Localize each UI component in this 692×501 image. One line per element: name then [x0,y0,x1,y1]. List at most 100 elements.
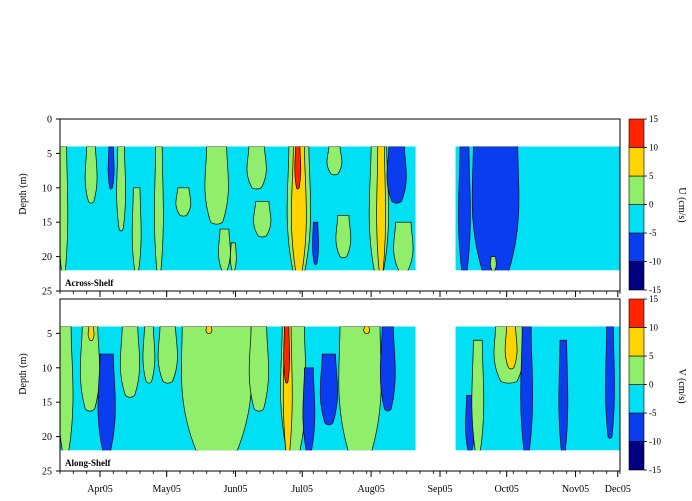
colorbar-tick-label: -10 [649,257,661,267]
contour-region [119,326,141,398]
across-shelf-colorbar-label: U (cm/s) [676,187,687,222]
colorbar-swatch [628,175,645,205]
across-shelf-ylabel: Depth (m) [18,173,29,214]
contour-region [131,187,142,271]
contour-region [558,339,569,451]
x-tick-label: Jul05 [291,484,313,495]
contour-region [116,146,126,232]
contour-region [471,339,485,451]
across-shelf-y-axis: 0 5 10 15 20 25 [42,115,60,298]
contour-region [338,326,382,451]
colorbar-tick-label: 15 [649,114,659,124]
colorbar-swatch [628,261,645,291]
x-tick-label: Dec05 [605,484,631,495]
along-shelf-panel: 5 10 15 20 25 Apr05 May05 Jun05 Jul05 Aug05 Sep05… [18,294,687,495]
colorbar-swatch [628,232,645,262]
contour-region [205,326,213,334]
contour-region [248,326,269,412]
contour-region [181,326,253,451]
colorbar-swatch [628,327,645,357]
along-shelf-ylabel: Depth (m) [18,353,29,394]
across-shelf-title: Across-Shelf [65,278,114,288]
y-tick-label: 15 [42,398,52,409]
contour-region [326,146,343,176]
contour-region [253,201,272,238]
contour-region [379,326,396,412]
contour-region [376,146,386,271]
contour-region [458,146,471,271]
contour-region [97,353,116,451]
contour-region [84,146,98,204]
contour-region [230,242,237,271]
contour-region [393,221,414,271]
contour-region [335,214,352,259]
colorbar-swatch [628,298,645,328]
y-tick-label: 25 [42,467,52,478]
across-shelf-x-axis [59,291,621,297]
contour-region [605,326,615,439]
colorbar-tick-label: 15 [649,294,659,304]
across-shelf-panel: 0 5 10 15 20 25 15 10 5 0 -5 -10 -15 Depth (m) Acro… [18,114,687,298]
contour-region [302,367,316,451]
contour-region [294,146,302,190]
y-tick-label: 20 [42,252,52,263]
colorbar-tick-label: 10 [649,323,659,333]
colorbar-swatch [628,384,645,414]
y-tick-label: 20 [42,432,52,443]
colorbar-tick-label: -10 [649,437,661,447]
x-tick-label: Aug05 [357,484,384,495]
y-tick-label: 25 [42,287,52,298]
x-tick-label: Nov05 [562,484,589,495]
colorbar-swatch [628,118,645,148]
contour-region [60,146,69,271]
x-tick-label: Sep05 [428,484,453,495]
colorbar-tick-label: 5 [649,171,654,181]
contour-region [107,146,115,190]
y-tick-label: 0 [47,115,52,126]
contour-region [319,353,338,426]
contour-region [204,146,229,225]
across-shelf-colorbar: 15 10 5 0 -5 -10 -15 [628,114,661,295]
contour-region [154,146,164,271]
along-shelf-x-axis: Apr05 May05 Jun05 Jul05 Aug05 Sep05 Oct05 Nov05… [59,471,631,495]
x-tick-label: Oct05 [494,484,518,495]
contour-region [87,326,95,342]
colorbar-swatch [628,355,645,385]
x-tick-label: May05 [152,484,180,495]
contour-region [471,146,520,271]
y-tick-label: 15 [42,218,52,229]
colorbar-swatch [628,412,645,442]
contour-region [218,228,231,271]
x-tick-label: Apr05 [87,484,113,495]
colorbar-swatch [628,204,645,234]
colorbar-tick-label: 0 [649,200,654,210]
contour-region [79,326,101,412]
y-tick-label: 5 [47,329,52,340]
contour-region [363,326,370,334]
contour-region [142,326,156,384]
along-shelf-colorbar-label: V (cm/s) [676,368,687,403]
colorbar-tick-label: 5 [649,351,654,361]
contour-region [504,326,518,370]
y-tick-label: 10 [42,363,52,374]
contour-region [312,221,319,266]
along-shelf-title: Along-Shelf [65,458,112,468]
y-tick-label: 5 [47,149,52,160]
colorbar-tick-label: -5 [649,228,657,238]
x-tick-label: Jun05 [224,484,248,495]
colorbar-swatch [628,441,645,471]
across-shelf-plot-area [59,118,621,292]
contour-region [246,146,267,190]
colorbar-tick-label: 0 [649,380,654,390]
colorbar-tick-label: -15 [649,465,661,475]
contour-region [520,326,533,451]
colorbar-swatch [628,147,645,177]
colorbar-tick-label: -5 [649,408,657,418]
along-shelf-plot-area [59,298,621,472]
y-tick-label: 10 [42,183,52,194]
contour-region [386,146,407,204]
contour-region [60,326,74,451]
contour-region [490,256,497,271]
contour-region [283,326,290,384]
